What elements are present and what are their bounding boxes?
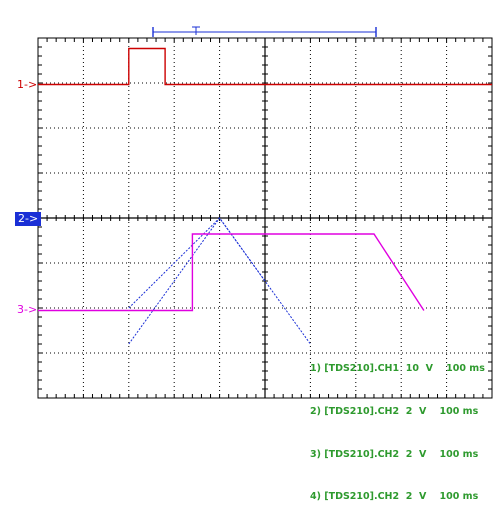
trace-3 xyxy=(128,217,266,309)
legend-entry-3: 3) [TDS210].CH2 2 V 100 ms xyxy=(310,448,479,460)
trigger-cursor-bar[interactable] xyxy=(152,26,377,37)
legend-entry-2: 2) [TDS210].CH2 2 V 100 ms xyxy=(310,406,479,418)
oscilloscope-display xyxy=(37,26,493,399)
legend-entry-4: 4) [TDS210].CH2 2 V 100 ms xyxy=(310,491,479,503)
trace-4 xyxy=(38,233,425,312)
channel-1-marker[interactable]: 1-> xyxy=(17,78,38,91)
graticule xyxy=(37,37,493,399)
trace-1 xyxy=(38,47,492,86)
waveform-traces xyxy=(38,47,492,345)
channel-3-marker[interactable]: 3-> xyxy=(17,303,38,316)
channel-legend: 1) [TDS210].CH1 10 V 100 ms 2) [TDS210].… xyxy=(310,334,485,519)
channel-2-marker[interactable]: 2-> xyxy=(15,212,42,226)
trace-2 xyxy=(128,217,311,345)
legend-entry-1: 1) [TDS210].CH1 10 V 100 ms xyxy=(310,363,485,375)
